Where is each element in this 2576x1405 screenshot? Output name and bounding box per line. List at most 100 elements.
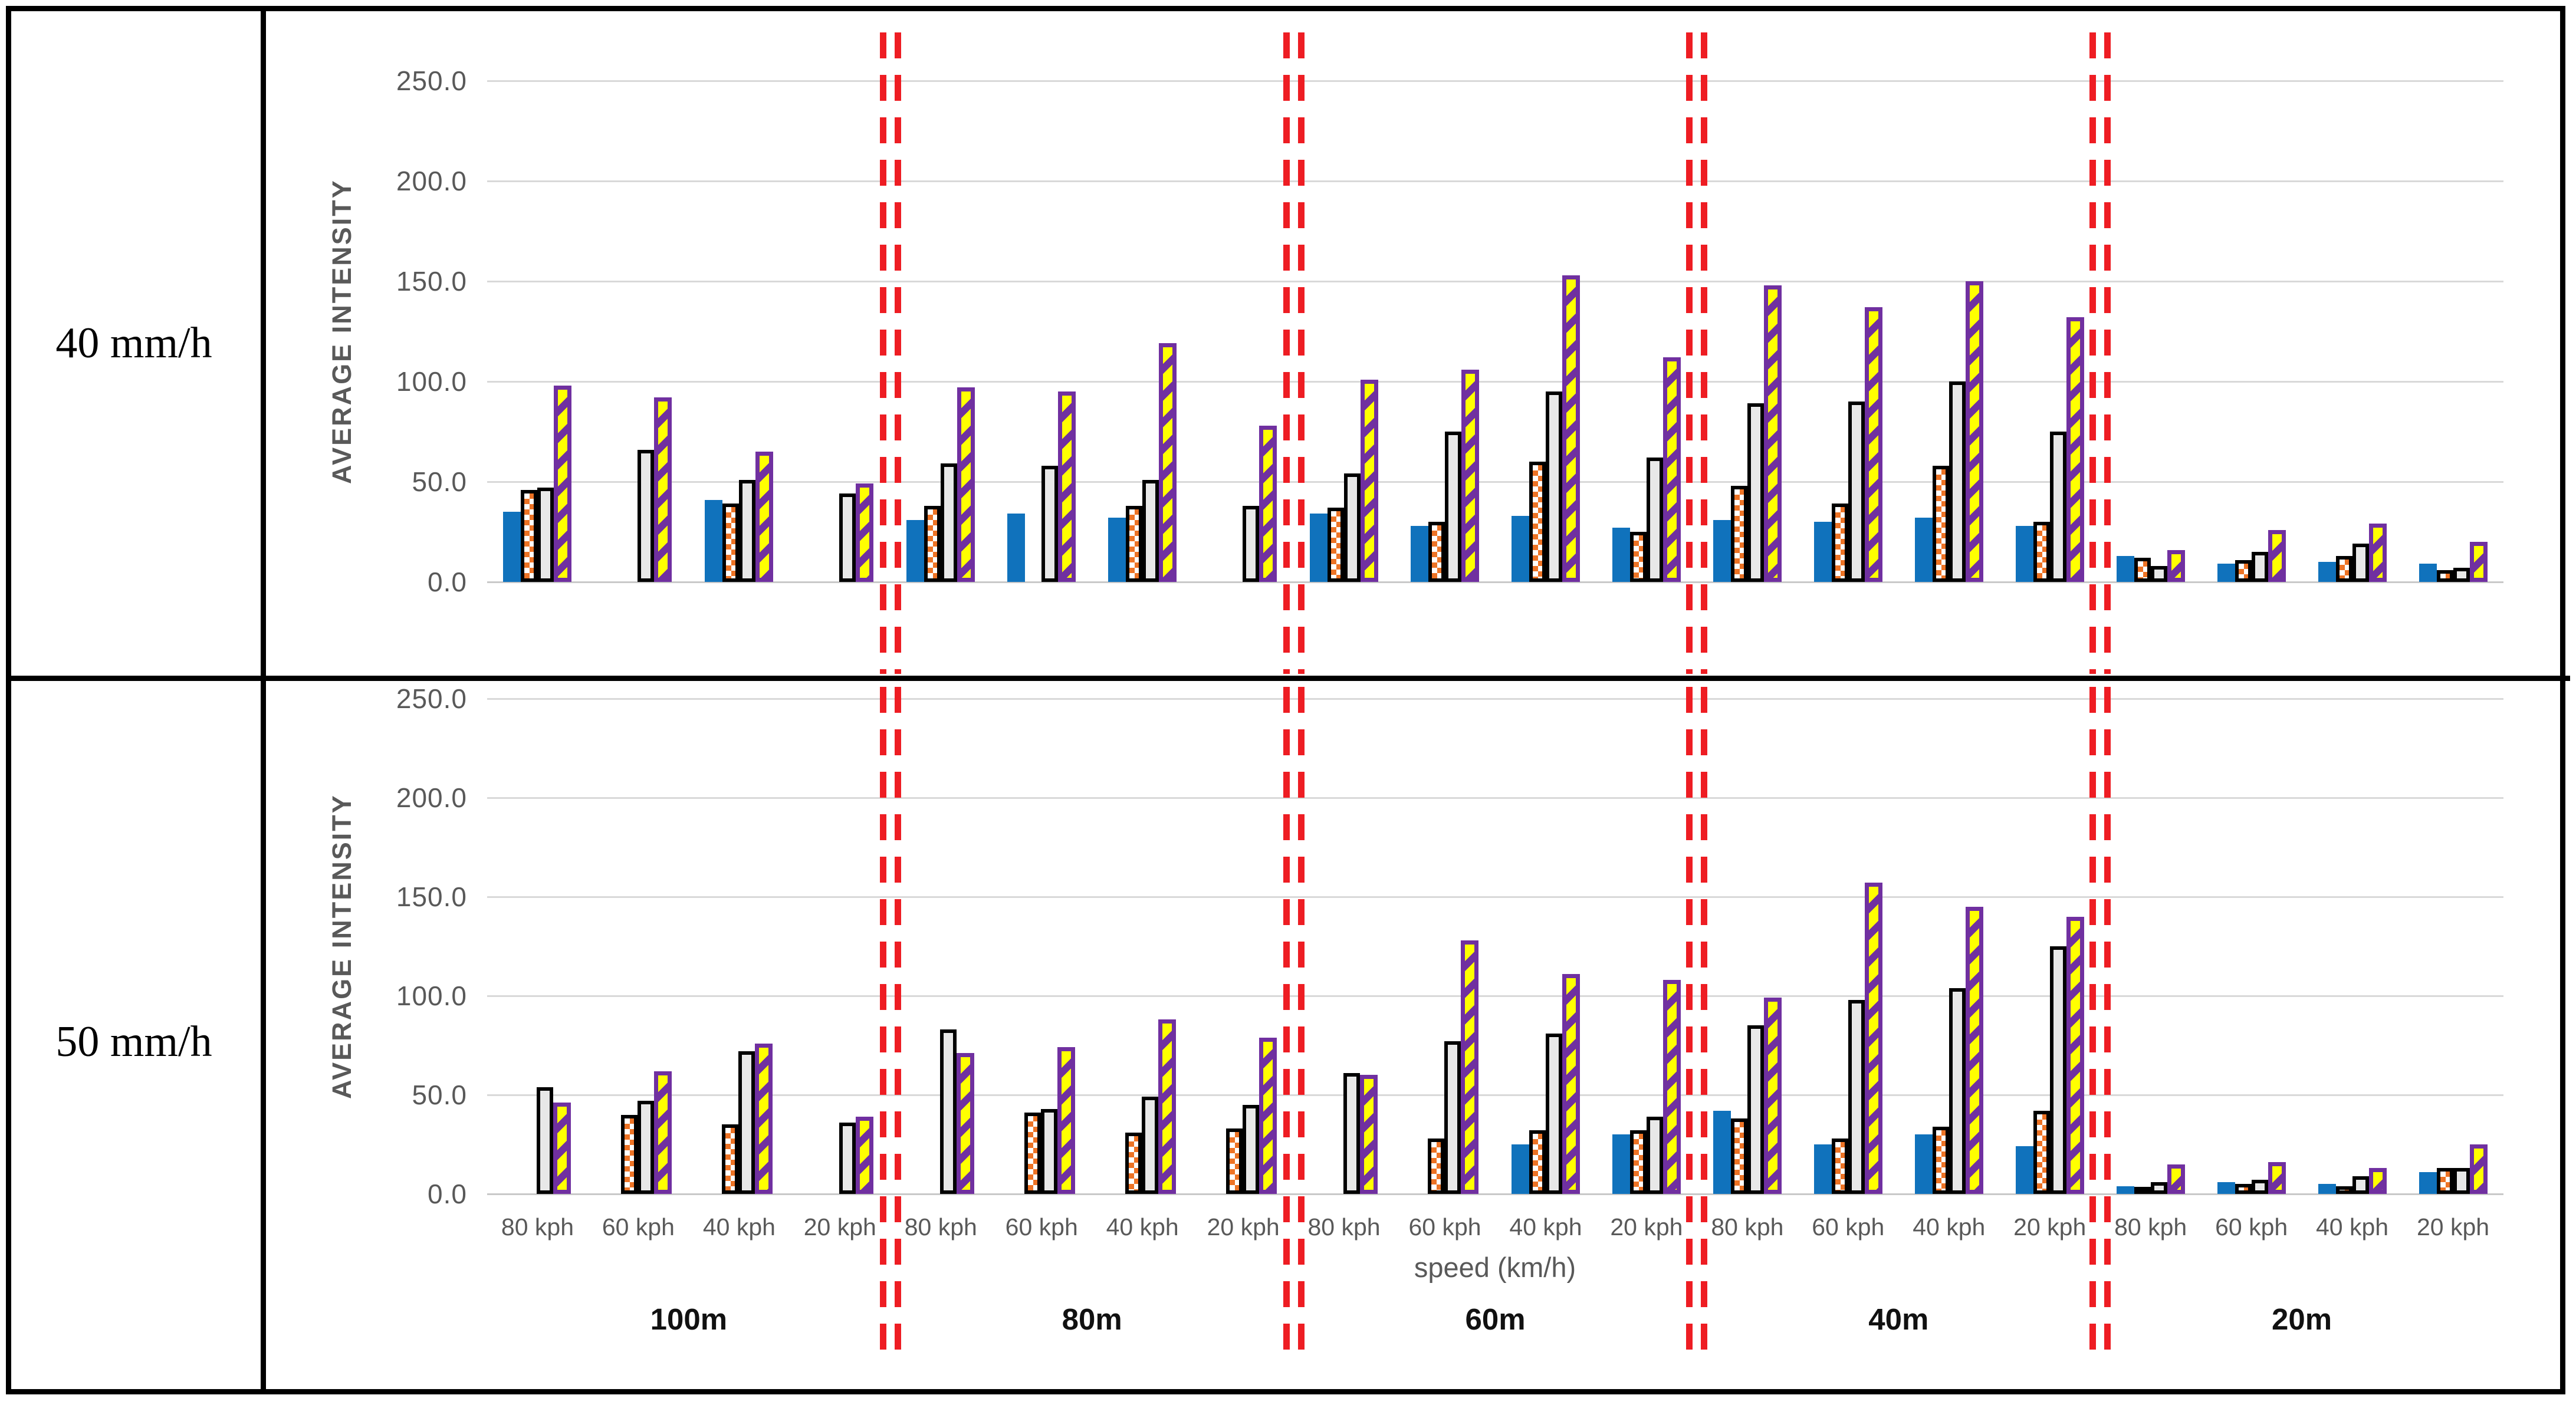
bar-yellow-purple-striped [2066,317,2084,582]
bar-group [1914,81,1983,582]
bar-blue-solid [1713,1111,1731,1194]
section-separator [1686,687,1708,1352]
bar-yellow-purple-striped [2268,1162,2286,1194]
bar-gray-solid [1142,1097,1159,1194]
bar-yellow-purple-striped [1057,1047,1076,1194]
distance-label: 80m [1062,1302,1122,1336]
bar-orange-checkered [1831,1139,1848,1194]
row-label-50mmh: 50 mm/h [55,1018,212,1066]
gridline [487,80,2503,82]
separator-dash-line [2089,687,2097,1352]
separator-dash-line [1283,32,1290,674]
bar-orange-checkered [2235,560,2252,582]
speed-tick-label: 80 kph [1711,1213,1784,1241]
bar-gray-solid [2453,568,2470,582]
y-tick-label: 200.0 [396,782,467,813]
y-tick-label: 100.0 [396,980,467,1011]
bar-gray-solid [638,1101,655,1194]
y-tick-label: 250.0 [396,65,467,96]
bar-blue-solid [1612,1134,1630,1194]
bar-group [1813,81,1882,582]
bar-orange-checkered [1126,506,1143,582]
separator-dash-line [1701,32,1708,674]
bar-group [806,699,874,1194]
bar-gray-solid [1949,988,1966,1194]
bar-yellow-purple-striped [2268,530,2286,582]
speed-tick-label: 80 kph [904,1213,977,1241]
table-row-divider [6,676,2570,681]
bar-yellow-purple-striped [2469,1144,2488,1194]
bar-orange-checkered [2134,558,2151,582]
bar-gray-solid [537,488,554,582]
speed-tick-label: 60 kph [2215,1213,2288,1241]
bar-group [1612,699,1681,1194]
gridline [487,698,2503,700]
bar-group [1713,699,1782,1194]
bar-yellow-purple-striped [2066,917,2084,1194]
bar-orange-checkered [924,506,941,582]
bar-group [1511,699,1580,1194]
row-label-40mmh: 40 mm/h [55,319,212,367]
bar-blue-solid [2318,1184,2336,1194]
separator-dash-line [1686,687,1693,1352]
bar-group [604,81,672,582]
bar-group [1108,81,1177,582]
bar-blue-solid [1007,514,1026,582]
bar-group [705,81,774,582]
bar-orange-checkered [1428,522,1445,582]
bar-yellow-purple-striped [856,483,874,582]
bar-group [2116,81,2185,582]
section-separator [2089,32,2111,674]
bar-gray-solid [1545,391,1562,582]
bar-group [2217,81,2286,582]
bar-yellow-purple-striped [1159,343,1177,582]
bar-gray-solid [1142,480,1159,582]
bar-gray-solid [537,1087,554,1194]
bar-gray-solid [1949,381,1966,582]
bar-gray-solid [1445,432,1462,582]
section-separator [1283,687,1305,1352]
bar-gray-solid [941,463,958,582]
bar-yellow-purple-striped [1864,307,1882,582]
bar-blue-solid [1914,518,1933,582]
bar-group [1511,81,1580,582]
bar-orange-checkered [2033,1111,2050,1194]
bar-yellow-purple-striped [654,397,672,582]
speed-tick-label: 20 kph [1207,1213,1280,1241]
bar-orange-checkered [1529,462,1546,582]
bar-yellow-purple-striped [856,1117,874,1194]
bar-yellow-purple-striped [1965,281,1983,582]
bar-group [1411,81,1480,582]
bar-gray-solid [2453,1168,2470,1194]
bar-blue-solid [906,520,925,582]
bar-yellow-purple-striped [2167,1164,2185,1194]
bar-blue-solid [2217,564,2235,582]
bar-group [1914,699,1983,1194]
bar-group [2318,699,2387,1194]
bar-group [2419,699,2488,1194]
speed-tick-label: 40 kph [702,1213,776,1241]
bar-blue-solid [2419,1172,2437,1194]
y-tick-label: 50.0 [412,1080,467,1110]
bar-blue-solid [1914,1134,1933,1194]
bar-group [2015,699,2084,1194]
bar-blue-solid [1511,1144,1529,1194]
bar-gray-solid [1848,1000,1865,1194]
bar-yellow-purple-striped [1461,370,1480,582]
separator-dash-line [879,687,886,1352]
bar-gray-solid [2352,544,2369,582]
bar-group [503,699,571,1194]
y-tick-label: 50.0 [412,466,467,497]
distance-label: 100m [650,1302,728,1336]
bar-gray-solid [1344,473,1361,582]
separator-dash-line [1297,687,1305,1352]
bar-orange-checkered [2134,1187,2151,1194]
distance-label: 20m [2272,1302,2332,1336]
bar-gray-solid [1646,1117,1663,1194]
separator-dash-line [2089,32,2097,674]
bar-orange-checkered [1024,1113,1041,1194]
bar-gray-solid [1646,458,1663,582]
bar-yellow-purple-striped [654,1071,672,1194]
